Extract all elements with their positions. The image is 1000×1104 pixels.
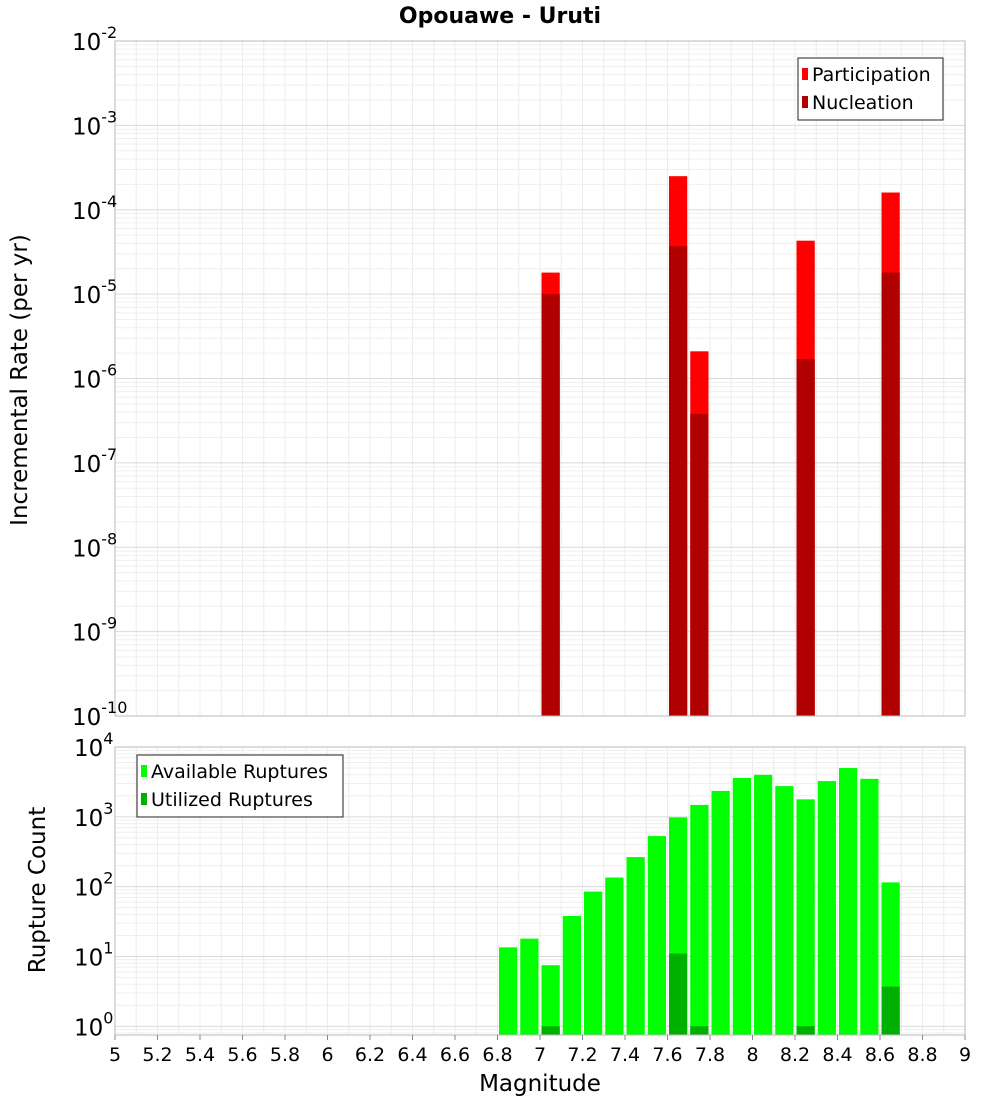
plot-frame bbox=[114, 40, 966, 717]
bar-available-ruptures bbox=[754, 774, 773, 1035]
x-tick-label: 8.2 bbox=[780, 1044, 810, 1066]
bar-utilized-ruptures bbox=[669, 953, 688, 1035]
legend-label: Participation bbox=[812, 64, 931, 86]
bar-available-ruptures bbox=[817, 781, 836, 1035]
x-tick-label: 8 bbox=[746, 1044, 758, 1066]
y-tick-label: 10-4 bbox=[72, 192, 117, 225]
bar-available-ruptures bbox=[690, 804, 709, 1035]
legend-label: Nucleation bbox=[812, 92, 914, 114]
x-tick-label: 6.8 bbox=[482, 1044, 512, 1066]
bar-available-ruptures bbox=[775, 786, 794, 1035]
top-y-axis-label: Incremental Rate (per yr) bbox=[7, 234, 33, 526]
legend-box bbox=[136, 754, 344, 818]
y-tick-label: 10-8 bbox=[72, 529, 117, 562]
legend-swatch bbox=[141, 765, 147, 777]
bar-available-ruptures bbox=[839, 768, 858, 1035]
bar-available-ruptures bbox=[605, 877, 624, 1035]
bar-available-ruptures bbox=[647, 836, 666, 1035]
y-tick-label: 101 bbox=[74, 938, 113, 971]
series-secondary bbox=[541, 246, 900, 716]
panel-0: 10-10 10-9 10-8 10-7 10-6 10-5 10-4 10-3 10-2 Par… bbox=[72, 23, 966, 731]
panel-1: 100 101 102 103 104 5 5.2 5.4 5.6 5.8 6 6.2 6.4 6.6 6.… bbox=[74, 729, 971, 1066]
legend-swatch bbox=[141, 793, 147, 805]
bottom-y-axis-label: Rupture Count bbox=[25, 807, 51, 973]
bar-nucleation bbox=[881, 272, 900, 716]
bar-utilized-ruptures bbox=[690, 1026, 709, 1035]
bar-nucleation bbox=[690, 413, 709, 716]
bar-nucleation bbox=[541, 294, 560, 716]
x-tick-label: 7 bbox=[534, 1044, 546, 1066]
y-tick-label: 10-5 bbox=[72, 276, 117, 309]
bar-nucleation bbox=[669, 246, 688, 716]
legend-box bbox=[797, 57, 944, 121]
bar-available-ruptures bbox=[732, 777, 751, 1035]
x-tick-label: 7.4 bbox=[610, 1044, 640, 1066]
chart-title: Opouawe - Uruti bbox=[399, 4, 601, 29]
y-tick-label: 10-10 bbox=[72, 698, 127, 731]
bar-available-ruptures bbox=[584, 891, 603, 1035]
x-tick-label: 8.8 bbox=[907, 1044, 937, 1066]
x-tick-label: 6.2 bbox=[355, 1044, 385, 1066]
x-tick-label: 6 bbox=[321, 1044, 333, 1066]
bar-nucleation bbox=[796, 359, 815, 716]
x-tick-label: 7.6 bbox=[652, 1044, 682, 1066]
legend-swatch bbox=[802, 68, 808, 80]
y-tick-label: 100 bbox=[74, 1008, 113, 1041]
y-tick-label: 104 bbox=[74, 729, 113, 762]
x-tick-label: 6.4 bbox=[397, 1044, 427, 1066]
bar-available-ruptures bbox=[626, 857, 645, 1035]
x-tick-label: 6.6 bbox=[440, 1044, 470, 1066]
x-tick-label: 5.8 bbox=[270, 1044, 300, 1066]
x-tick-label: 9 bbox=[959, 1044, 971, 1066]
x-tick-label: 5.2 bbox=[142, 1044, 172, 1066]
y-tick-label: 10-7 bbox=[72, 445, 117, 478]
legend-swatch bbox=[802, 96, 808, 108]
y-tick-label: 102 bbox=[74, 869, 113, 902]
y-tick-label: 10-2 bbox=[72, 23, 117, 56]
y-tick-label: 10-3 bbox=[72, 107, 117, 140]
bar-available-ruptures bbox=[860, 778, 879, 1035]
bar-available-ruptures bbox=[711, 790, 730, 1035]
bar-available-ruptures bbox=[796, 799, 815, 1035]
x-tick-label: 5.4 bbox=[185, 1044, 215, 1066]
legend: Participation Nucleation bbox=[797, 57, 944, 121]
x-tick-label: 5.6 bbox=[227, 1044, 257, 1066]
bar-available-ruptures bbox=[541, 965, 560, 1035]
x-tick-label: 8.6 bbox=[865, 1044, 895, 1066]
legend: Available Ruptures Utilized Ruptures bbox=[136, 754, 344, 818]
y-tick-label: 10-9 bbox=[72, 614, 117, 647]
bar-utilized-ruptures bbox=[881, 986, 900, 1035]
x-tick-label: 5 bbox=[109, 1044, 121, 1066]
x-axis-label: Magnitude bbox=[479, 1071, 601, 1097]
x-tick-label: 7.8 bbox=[695, 1044, 725, 1066]
legend-label: Available Ruptures bbox=[151, 761, 328, 783]
bar-utilized-ruptures bbox=[541, 1026, 560, 1035]
bar-available-ruptures bbox=[562, 915, 581, 1035]
series-primary bbox=[499, 768, 900, 1035]
x-tick-label: 7.2 bbox=[567, 1044, 597, 1066]
bar-available-ruptures bbox=[499, 947, 518, 1035]
x-tick-label: 8.4 bbox=[822, 1044, 852, 1066]
bar-utilized-ruptures bbox=[796, 1026, 815, 1035]
y-tick-label: 103 bbox=[74, 799, 113, 832]
bar-available-ruptures bbox=[520, 938, 539, 1035]
legend-label: Utilized Ruptures bbox=[151, 789, 313, 811]
series-secondary bbox=[541, 953, 900, 1035]
y-tick-label: 10-6 bbox=[72, 361, 117, 394]
